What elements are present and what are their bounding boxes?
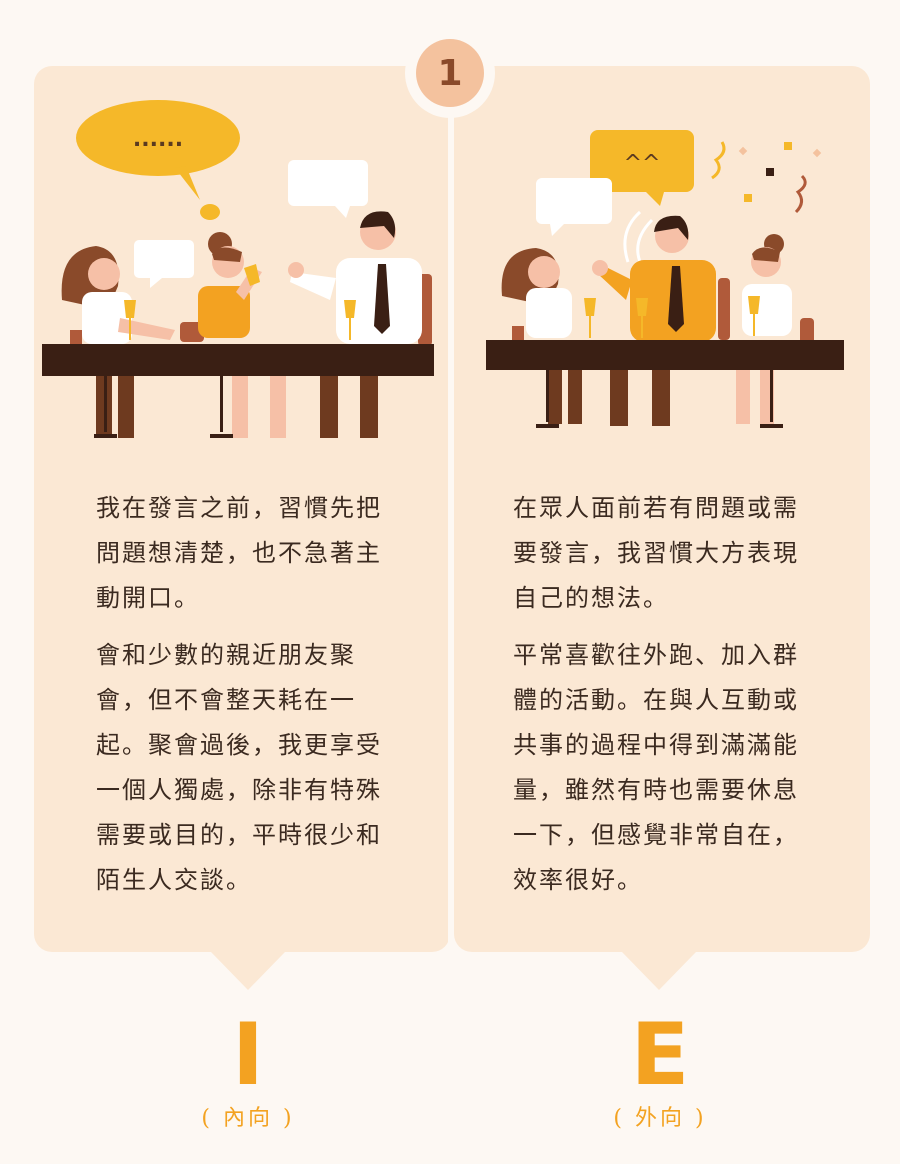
- champagne-glass-icon: [344, 300, 356, 340]
- badge-number: 1: [416, 39, 484, 107]
- woman-person-icon: [61, 246, 175, 438]
- man-person-icon: [592, 215, 716, 426]
- confetti-icon: [711, 141, 822, 214]
- champagne-glass-icon: [584, 298, 596, 338]
- introvert-pointer-icon: [211, 952, 285, 990]
- extrovert-paragraph-1: 在眾人面前若有問題或需要發言，我習慣大方表現自己的想法。: [513, 494, 799, 612]
- champagne-glass-icon: [636, 298, 648, 338]
- speech-bubble-happy-icon: ^^: [590, 130, 694, 206]
- introvert-description: 我在發言之前，習慣先把問題想清楚，也不急著主動開口。 會和少數的親近朋友聚會，但…: [96, 486, 396, 915]
- introvert-paragraph-2: 會和少數的親近朋友聚會，但不會整天耗在一起。聚會過後，我更享受一個人獨處，除非有…: [96, 641, 382, 894]
- speech-bubble-icon: [288, 160, 368, 206]
- table-icon: [486, 340, 844, 370]
- extrovert-label: ( 外向 ): [613, 1106, 707, 1131]
- champagne-glass-icon: [244, 264, 260, 286]
- extrovert-illustration: ^^: [486, 130, 844, 428]
- champagne-glass-icon: [124, 300, 136, 340]
- table-icon: [42, 344, 434, 376]
- woman-person-icon: [736, 234, 792, 424]
- speech-bubble-small-icon: [134, 240, 194, 278]
- introvert-paragraph-1: 我在發言之前，習慣先把問題想清楚，也不急著主動開口。: [96, 494, 382, 612]
- center-divider: [448, 100, 452, 952]
- speech-bubble-icon: [536, 178, 612, 224]
- extrovert-description: 在眾人面前若有問題或需要發言，我習慣大方表現自己的想法。 平常喜歡往外跑、加入群…: [513, 486, 813, 915]
- woman-person-icon: [501, 248, 582, 424]
- introvert-illustration: ......: [42, 100, 434, 438]
- happy-bubble-text: ^^: [624, 151, 661, 176]
- man-person-icon: [288, 211, 422, 438]
- champagne-glass-icon: [748, 296, 760, 336]
- extrovert-pointer-icon: [622, 952, 696, 990]
- extrovert-paragraph-2: 平常喜歡往外跑、加入群體的活動。在與人互動或共事的過程中得到滿滿能量，雖然有時也…: [513, 641, 799, 894]
- number-badge: 1: [405, 28, 495, 118]
- introvert-letter: I: [232, 1005, 264, 1105]
- thought-bubble-icon: ......: [76, 100, 240, 220]
- thought-bubble-text: ......: [133, 127, 183, 152]
- extrovert-letter: E: [630, 1005, 690, 1105]
- extrovert-card: [454, 66, 870, 952]
- introvert-label: ( 內向 ): [201, 1106, 295, 1131]
